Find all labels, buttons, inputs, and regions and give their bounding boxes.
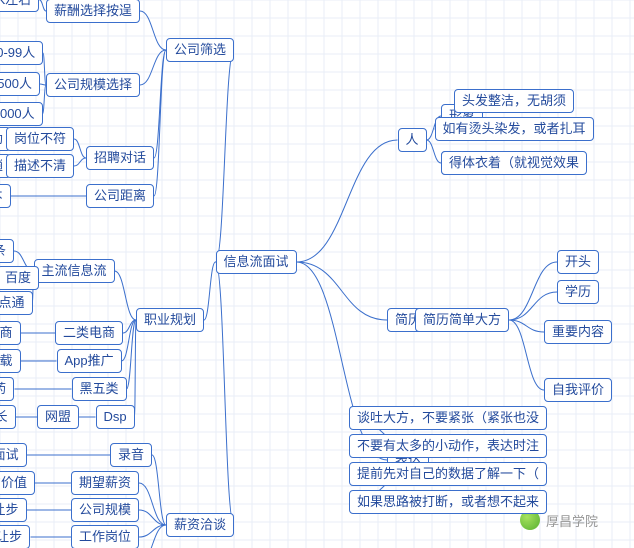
- node-sn3t[interactable]: ，可做出适当的让步: [0, 498, 27, 523]
- node-salneg[interactable]: 薪资洽谈: [166, 513, 234, 538]
- node-dlg4[interactable]: 描述不清: [6, 154, 74, 179]
- node-ec[interactable]: 二类电商: [55, 321, 123, 346]
- node-sn2[interactable]: 期望薪资: [71, 471, 139, 496]
- node-sn4t[interactable]: 帮助,可适当让步: [0, 525, 30, 548]
- node-bd2[interactable]: 不要有太多的小动作，表达时注: [349, 434, 547, 459]
- node-dsp[interactable]: Dsp: [96, 405, 135, 430]
- node-xing1[interactable]: 头发整洁，无胡须: [454, 89, 574, 114]
- node-dist[interactable]: 公司距离: [86, 184, 154, 209]
- node-ren[interactable]: 人: [398, 128, 427, 153]
- node-sn2t[interactable]: ，表现自己的价值: [0, 471, 35, 496]
- watermark-text: 厚昌学院: [546, 511, 598, 530]
- node-sc2[interactable]: 99-500人: [0, 72, 40, 97]
- node-app1[interactable]: 机应用下载: [0, 349, 21, 374]
- node-jl2[interactable]: 学历: [557, 280, 599, 305]
- node-sc1[interactable]: 20-99人: [0, 41, 43, 66]
- node-ec1[interactable]: 营二类电商: [0, 321, 21, 346]
- node-mainflow[interactable]: 主流信息流: [34, 259, 115, 284]
- node-jl3[interactable]: 重要内容: [544, 320, 612, 345]
- node-bd1[interactable]: 谈吐大方，不要紧张（紧张也没: [349, 406, 547, 431]
- node-black1[interactable]: 疾病,失眠药: [0, 377, 14, 402]
- node-sn3[interactable]: 公司规模: [71, 498, 139, 523]
- node-xing2[interactable]: 如有烫头染发，或者扎耳: [435, 117, 594, 142]
- node-dsp2[interactable]: 的成长: [0, 405, 16, 430]
- node-jl1[interactable]: 开头: [557, 250, 599, 275]
- node-black[interactable]: 黑五类: [72, 377, 127, 402]
- node-sn1t[interactable]: 之后,应对下一家的面试: [0, 443, 27, 468]
- node-dialog[interactable]: 招聘对话: [86, 146, 154, 171]
- node-sc3[interactable]: 10000人: [0, 102, 43, 127]
- node-plan[interactable]: 职业规划: [136, 308, 204, 333]
- node-salary_sel[interactable]: 薪酬选择按逞: [46, 0, 140, 23]
- node-dlg3[interactable]: 岗位不符: [6, 127, 74, 152]
- node-dist1[interactable]: 的出行时间都是成本: [0, 184, 11, 209]
- node-mf2[interactable]: 百度: [0, 266, 39, 291]
- node-app[interactable]: App推广: [57, 349, 122, 374]
- node-jlbrief[interactable]: 简历简单大方: [415, 308, 509, 333]
- node-sn4[interactable]: 工作岗位: [71, 525, 139, 548]
- node-screen[interactable]: 公司筛选: [166, 38, 234, 63]
- node-salary_lvl[interactable]: 或者1.5K左右: [0, 0, 39, 12]
- node-sn1[interactable]: 录音: [110, 443, 152, 468]
- node-root[interactable]: 信息流面试: [216, 250, 297, 275]
- node-bd4[interactable]: 如果思路被打断，或者想不起来: [349, 490, 547, 515]
- node-dsp1[interactable]: 网盟: [37, 405, 79, 430]
- mindmap-canvas: 厚昌学院 信息流面试 公司筛选 薪酬选择按逞或者1.5K左右公司规模选择20-99人…: [0, 0, 634, 548]
- node-mf3[interactable]: 广点通: [0, 291, 33, 316]
- node-bd3[interactable]: 提前先对自己的数据了解一下（: [349, 462, 547, 487]
- node-mf1[interactable]: 今日头条: [0, 239, 14, 264]
- node-yizhu1[interactable]: 得体衣着（就视觉效果: [441, 151, 587, 176]
- node-scale[interactable]: 公司规模选择: [46, 73, 140, 98]
- node-jl4[interactable]: 自我评价: [544, 378, 612, 403]
